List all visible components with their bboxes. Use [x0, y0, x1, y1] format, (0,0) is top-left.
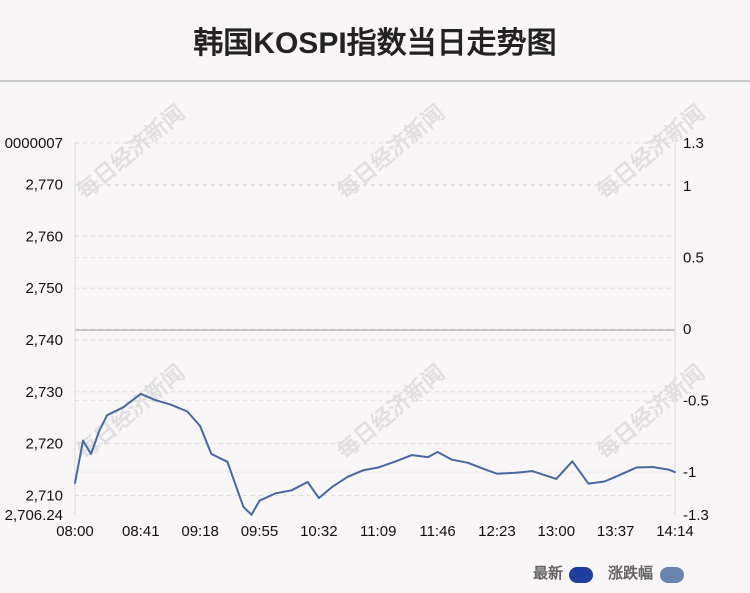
series-point [250, 513, 253, 516]
series-point [122, 406, 124, 409]
right-axis-tick-label: 0.5 [683, 249, 704, 266]
x-axis-tick-label: 12:23 [478, 523, 516, 540]
series-point [531, 470, 534, 472]
grid-lines [75, 142, 675, 497]
series-point [74, 482, 76, 484]
series-point [674, 471, 676, 474]
x-axis-tick-label: 09:18 [181, 523, 219, 540]
watermark-text: 每日经济新闻 [332, 360, 449, 464]
left-axis-tick-label: 2,720 [25, 436, 63, 453]
legend-swatch-latest [569, 567, 593, 583]
right-axis-tick-label: 1.3 [683, 135, 704, 152]
series-point [496, 472, 498, 475]
series-point [154, 399, 157, 401]
series-point [555, 478, 558, 480]
series-point [571, 460, 574, 463]
series-point [210, 453, 213, 455]
legend-label-change: 涨跌幅 [608, 565, 654, 582]
series-point [436, 451, 439, 453]
series-point [467, 461, 469, 464]
x-axis-tick-label: 13:00 [538, 523, 576, 540]
x-axis-tick-label: 09:55 [241, 523, 279, 540]
left-axis-tick-label: 2,740 [25, 332, 63, 349]
series-point [427, 456, 429, 458]
left-axis-tick-label: 0000007 [5, 135, 63, 152]
watermark-text: 每日经济新闻 [332, 100, 449, 204]
series-point [290, 489, 293, 492]
legend-label-latest: 最新 [533, 565, 564, 582]
series-point [515, 471, 518, 474]
plot-area [74, 392, 676, 516]
series-point [106, 414, 108, 417]
left-axis-tick-label: 2,710 [25, 488, 63, 505]
tick-labels: 2,706.24 2,710 2,720 2,730 2,740 2,750 2,760 2,… [5, 135, 709, 540]
left-axis-tick-label: 2,760 [25, 228, 63, 245]
right-axis-tick-label: -1.3 [683, 507, 709, 524]
series-point [330, 486, 333, 489]
series-point [199, 425, 202, 427]
series-point [170, 403, 173, 406]
series-point [242, 506, 245, 508]
series-point [377, 466, 380, 469]
series-point [614, 475, 617, 478]
series-point [362, 469, 365, 471]
left-axis-tick-label: 2,770 [25, 176, 63, 193]
left-axis-tick-label: 2,750 [25, 280, 63, 297]
series-point [82, 439, 84, 442]
right-axis-tick-label: -1 [683, 464, 696, 481]
series-point [651, 466, 654, 468]
series-point [318, 497, 320, 499]
series-point [635, 466, 638, 469]
series-point [98, 430, 100, 433]
series-point [306, 481, 309, 483]
right-axis-tick-label: 0 [683, 321, 691, 338]
watermark-text: 每日经济新闻 [592, 360, 709, 464]
x-axis-tick-label: 14:14 [656, 523, 694, 540]
series-point [667, 468, 670, 471]
series-point [274, 492, 277, 495]
series-point [139, 393, 142, 395]
right-axis-tick-label: -0.5 [683, 393, 709, 410]
series-point [395, 460, 397, 463]
x-axis-tick-label: 10:32 [300, 523, 338, 540]
chart-title: 韩国KOSPI指数当日走势图 [193, 27, 557, 60]
x-axis-tick-label: 08:00 [56, 523, 94, 540]
series-point [603, 480, 606, 483]
left-axis-tick-label: 2,730 [25, 384, 63, 401]
left-axis-tick-label: 2,706.24 [5, 507, 63, 524]
series-point [226, 460, 229, 463]
x-axis-tick-label: 11:46 [419, 523, 455, 540]
right-axis-tick-label: 1 [683, 178, 691, 195]
series-point [258, 499, 261, 502]
legend-swatch-change [660, 567, 684, 583]
watermark-text: 每日经济新闻 [72, 100, 189, 204]
series-point [587, 482, 590, 485]
axes [74, 143, 676, 515]
x-axis-tick-label: 13:37 [597, 523, 635, 540]
watermark-text: 每日经济新闻 [72, 360, 189, 464]
x-axis-tick-label: 11:09 [360, 523, 396, 540]
series-point [451, 458, 453, 461]
series-point [186, 410, 189, 413]
x-axis-tick-label: 08:41 [122, 523, 160, 540]
series-point [90, 453, 92, 455]
series-point [483, 468, 485, 470]
series-point [411, 454, 413, 456]
series-point [346, 475, 349, 478]
title-divider [0, 80, 750, 82]
